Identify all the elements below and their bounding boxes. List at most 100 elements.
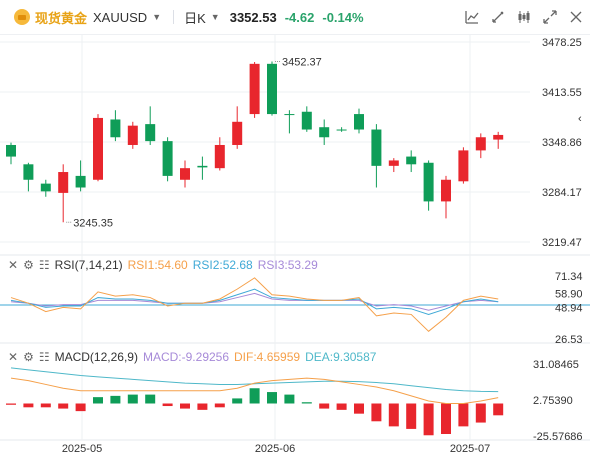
macd-histogram-bar xyxy=(475,403,486,423)
candle-body xyxy=(441,179,451,202)
macd-histogram-bar xyxy=(301,402,312,404)
macd-histogram-bar xyxy=(197,403,208,410)
candle-body xyxy=(388,160,399,166)
rsi-axis-label: 26.53 xyxy=(555,334,583,346)
candle-body xyxy=(40,183,51,192)
fullscreen-icon[interactable] xyxy=(542,9,558,25)
macd-histogram-bar xyxy=(75,403,86,412)
macd-histogram-bar xyxy=(127,394,138,404)
macd-histogram-bar xyxy=(40,403,51,408)
macd-axis-label: -25.57686 xyxy=(533,431,583,443)
collapse-panel-glyph[interactable]: ‹ xyxy=(578,113,582,125)
macd-histogram-bar xyxy=(249,388,260,404)
candle-body xyxy=(75,175,86,188)
rsi-lines-layer xyxy=(0,277,590,332)
macd-histogram-bar xyxy=(423,403,434,436)
price-axis-label: 3413.55 xyxy=(542,87,582,99)
macd-histogram-bar xyxy=(110,395,121,404)
price-axis-label: 3219.47 xyxy=(542,237,582,249)
macd-histogram-bar xyxy=(6,403,16,405)
gear-icon[interactable]: ⚙ xyxy=(23,258,34,272)
candle-body xyxy=(267,63,277,115)
indicator-settings-icon[interactable]: ☷ xyxy=(38,258,50,272)
chevron-down-icon[interactable]: ▼ xyxy=(152,12,162,22)
rsi2-value: RSI2:52.68 xyxy=(192,258,253,272)
date-axis-label: 2025-07 xyxy=(450,443,490,455)
toolbar xyxy=(464,9,584,25)
period-selector[interactable]: 日K xyxy=(184,10,206,26)
date-axis-label: 2025-06 xyxy=(255,443,295,455)
dea-line xyxy=(10,367,499,393)
rsi1-line xyxy=(10,277,499,332)
macd-histogram-bar xyxy=(93,397,103,404)
macd-title: MACD(12,26,9) xyxy=(54,350,138,364)
dea-value: DEA:9.30587 xyxy=(305,350,377,364)
close-icon[interactable]: ✕ xyxy=(8,350,19,364)
candle-body xyxy=(475,137,486,151)
drawing-icon[interactable] xyxy=(490,9,506,25)
candle-body xyxy=(93,117,103,180)
macd-histogram-bar xyxy=(214,403,225,408)
candle-body xyxy=(23,164,34,180)
close-icon[interactable]: ✕ xyxy=(8,258,19,272)
high-annotation: 3452.37 xyxy=(282,57,322,69)
macd-histogram-bar xyxy=(162,403,173,407)
indicator-icon[interactable] xyxy=(464,9,480,25)
macd-histogram-bar xyxy=(406,403,417,429)
divider xyxy=(173,10,175,24)
date-axis-label: 2025-05 xyxy=(62,443,102,455)
period-chevron-down-icon[interactable]: ▼ xyxy=(210,12,220,22)
candle-body xyxy=(214,144,225,169)
macd-histogram-bar xyxy=(493,403,504,416)
settings-icon[interactable] xyxy=(568,9,584,25)
symbol-selector[interactable]: XAUUSD xyxy=(93,9,148,25)
candle-style-icon[interactable] xyxy=(516,9,532,25)
candle-body xyxy=(319,127,330,138)
rsi-title: RSI(7,14,21) xyxy=(54,258,123,272)
rsi-legend: ✕ ⚙ ☷ RSI(7,14,21) RSI1:54.60 RSI2:52.68… xyxy=(8,258,318,272)
last-price: 3352.53 xyxy=(229,9,277,25)
macd-histogram-bar xyxy=(180,403,190,409)
price-axis-label: 3478.25 xyxy=(542,37,582,49)
rsi-axis-label: 71.34 xyxy=(555,271,583,283)
candle-body xyxy=(284,114,295,116)
macd-layer xyxy=(6,367,504,436)
candle-body xyxy=(127,125,138,145)
macd-legend: ✕ ⚙ ☷ MACD(12,26,9) MACD:-9.29256 DIF:4.… xyxy=(8,350,376,364)
candle-body xyxy=(406,156,417,165)
candle-body xyxy=(336,129,347,131)
candle-body xyxy=(249,63,260,115)
rsi3-line xyxy=(10,292,499,311)
candle-body xyxy=(371,129,382,166)
candle-body xyxy=(354,114,364,130)
candle-body xyxy=(162,141,173,176)
macd-histogram-bar xyxy=(441,403,451,434)
candle-body xyxy=(145,124,156,142)
chart-header: 现货黄金 XAUUSD ▼ 日K ▼ 3352.53 -4.62 -0.14% xyxy=(0,0,590,35)
rsi3-value: RSI3:53.29 xyxy=(257,258,318,272)
macd-histogram-bar xyxy=(23,403,34,408)
dif-line xyxy=(10,377,499,404)
candle-body xyxy=(110,119,121,138)
indicator-settings-icon[interactable]: ☷ xyxy=(38,350,50,364)
low-annotation: 3245.35 xyxy=(73,217,113,229)
price-change: -4.62 xyxy=(284,9,315,25)
candle-body xyxy=(301,111,312,130)
grid-lines xyxy=(0,34,530,440)
gold-coin-icon xyxy=(14,9,30,25)
macd-histogram-bar xyxy=(284,394,295,404)
rsi1-value: RSI1:54.60 xyxy=(127,258,188,272)
gear-icon[interactable]: ⚙ xyxy=(23,350,34,364)
candle-body xyxy=(180,168,190,180)
macd-value: MACD:-9.29256 xyxy=(142,350,230,364)
price-change-percent: -0.14% xyxy=(322,9,364,25)
macd-histogram-bar xyxy=(58,403,69,409)
candle-body xyxy=(493,134,504,140)
macd-histogram-bar xyxy=(145,394,156,404)
candle-body xyxy=(197,165,208,168)
candle-body xyxy=(232,121,243,145)
macd-histogram-bar xyxy=(354,403,364,414)
candles-layer xyxy=(6,61,504,223)
kline-chart[interactable]: 3478.25 3413.55 3348.86 3284.17 3219.47 71.34… xyxy=(0,34,590,463)
macd-histogram-bar xyxy=(336,403,347,410)
